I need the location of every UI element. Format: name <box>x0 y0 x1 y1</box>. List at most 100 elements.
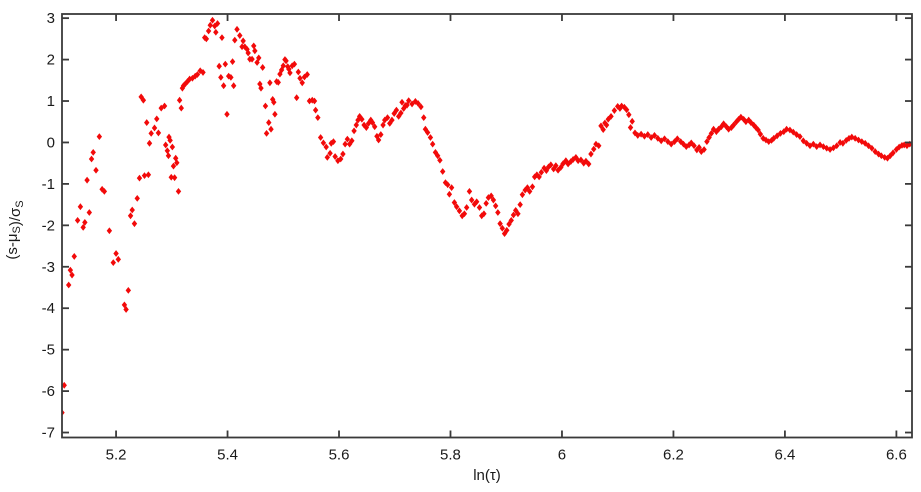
data-point <box>887 152 893 160</box>
data-point <box>896 143 902 151</box>
data-point <box>148 129 154 137</box>
data-point <box>615 103 621 110</box>
x-tick-label: 5.4 <box>217 447 238 464</box>
data-point <box>704 138 710 146</box>
data-point <box>751 121 757 129</box>
plot-area <box>62 14 912 438</box>
data-point <box>468 196 475 204</box>
data-point <box>476 204 483 211</box>
data-point <box>286 65 292 73</box>
data-point <box>365 119 372 127</box>
data-point <box>541 164 547 172</box>
data-point <box>306 97 313 105</box>
data-point <box>865 142 872 150</box>
data-point <box>214 20 221 27</box>
data-point <box>62 381 67 389</box>
data-point <box>424 129 431 136</box>
data-point <box>513 207 519 214</box>
data-point <box>446 190 453 198</box>
data-point <box>623 106 630 114</box>
y-tick-labels: 3 2 1 0 -1 -2 -3 -4 -5 -6 -7 <box>42 10 55 441</box>
data-point <box>224 110 230 118</box>
data-point <box>154 115 160 123</box>
y-tick-label: 2 <box>47 52 55 69</box>
data-point <box>495 209 501 216</box>
data-point <box>205 27 212 35</box>
data-point <box>304 71 310 78</box>
data-point <box>878 152 885 160</box>
data-point <box>519 191 526 199</box>
data-point <box>834 142 840 150</box>
y-tick-label: -6 <box>42 383 55 400</box>
data-point <box>74 216 81 224</box>
data-point <box>115 255 121 263</box>
data-point <box>575 157 581 165</box>
data-point <box>262 102 269 110</box>
data-point <box>371 123 378 131</box>
data-point <box>763 136 769 144</box>
data-point <box>168 173 174 181</box>
data-point <box>661 135 668 143</box>
data-point <box>359 115 365 123</box>
data-point <box>497 220 503 228</box>
data-point <box>698 148 705 155</box>
data-point <box>830 144 837 152</box>
data-point <box>696 144 702 151</box>
data-point <box>162 141 169 149</box>
data-point <box>545 163 552 171</box>
data-point <box>766 138 772 146</box>
data-point <box>743 118 749 126</box>
data-point <box>174 159 180 167</box>
data-point <box>573 153 579 161</box>
data-point <box>131 220 138 228</box>
data-point <box>263 129 270 137</box>
data-point <box>242 43 248 51</box>
data-point <box>522 186 528 194</box>
data-point <box>166 133 172 141</box>
data-point <box>757 130 764 138</box>
data-point <box>239 43 245 51</box>
data-point <box>275 78 281 86</box>
data-point <box>651 132 658 139</box>
data-point <box>65 281 72 289</box>
data-point <box>110 259 116 267</box>
data-point <box>412 98 419 105</box>
data-point <box>473 198 480 206</box>
data-point <box>451 199 458 206</box>
x-tick-label: 6 <box>558 447 566 464</box>
data-point <box>553 162 559 170</box>
data-point <box>384 114 391 121</box>
data-point <box>617 105 623 112</box>
data-point <box>629 117 635 125</box>
data-point <box>427 134 434 141</box>
data-point <box>483 199 489 207</box>
data-point <box>668 140 674 148</box>
data-point <box>603 121 610 129</box>
data-point <box>88 155 95 163</box>
data-point <box>337 155 344 163</box>
data-point <box>439 168 446 175</box>
y-tick-label: -2 <box>42 217 55 234</box>
data-point <box>400 105 407 112</box>
data-point <box>415 100 421 107</box>
y-tick-label: 0 <box>47 134 55 151</box>
data-point <box>461 210 468 218</box>
data-point <box>538 168 545 176</box>
data-point <box>596 142 602 150</box>
x-tick-label: 6.4 <box>774 447 795 464</box>
data-point <box>674 135 681 143</box>
data-point <box>351 127 357 135</box>
data-point <box>658 137 664 145</box>
data-point <box>728 124 735 131</box>
data-point <box>581 159 587 167</box>
data-point <box>90 149 96 156</box>
data-point <box>272 110 278 118</box>
y-tick-label: -1 <box>42 176 55 193</box>
data-point <box>80 224 86 231</box>
data-point <box>189 74 196 82</box>
data-point <box>134 195 140 202</box>
y-tick-label: -3 <box>42 259 55 276</box>
data-point <box>71 253 77 260</box>
data-point <box>311 97 318 105</box>
